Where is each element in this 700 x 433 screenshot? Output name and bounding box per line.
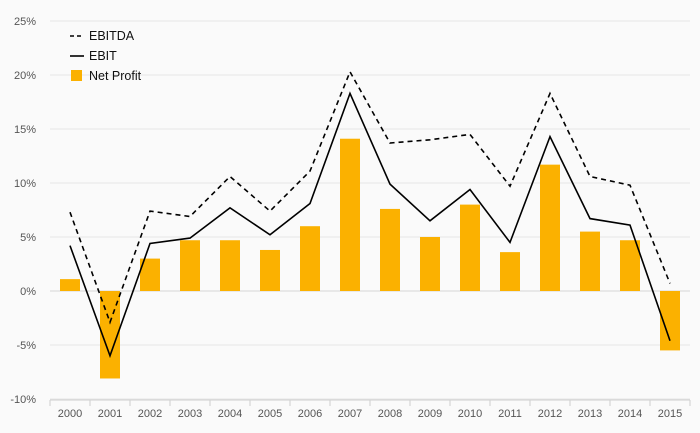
legend-item: EBIT (70, 49, 117, 63)
x-tick-label: 2007 (338, 408, 362, 420)
line-series (69, 69, 671, 359)
legend: EBITDA EBIT Net Profit (70, 29, 142, 83)
x-tick-label: 2011 (498, 408, 522, 420)
x-tick-label: 2015 (658, 408, 682, 420)
net-profit-bar (260, 249, 280, 291)
x-tick-label: 2005 (258, 408, 282, 420)
net-profit-bar (100, 291, 120, 379)
legend-item: EBITDA (70, 29, 135, 43)
y-tick-label: 0% (20, 286, 36, 298)
ebit-line (69, 91, 671, 359)
net-profit-bars (60, 138, 680, 379)
net-profit-bar (340, 138, 360, 291)
y-tick-label: -10% (10, 394, 36, 406)
net-profit-bar (60, 279, 80, 291)
net-profit-bar (460, 204, 480, 291)
x-tick-label: 2004 (218, 408, 242, 420)
net-profit-bar (140, 258, 160, 291)
x-tick-label: 2010 (458, 408, 482, 420)
net-profit-bar (620, 240, 640, 291)
net-profit-bar (580, 231, 600, 291)
net-profit-bar (380, 208, 400, 291)
legend-label: Net Profit (89, 69, 142, 83)
x-tick-label: 2002 (138, 408, 162, 420)
y-tick-label: 10% (14, 178, 36, 190)
y-tick-label: 5% (20, 232, 36, 244)
x-axis: 2000 2001 2002 2003 2004 2005 2006 2007 2008 2009… (49, 399, 691, 420)
net-profit-bar (180, 240, 200, 291)
net-profit-bar (220, 240, 240, 291)
legend-item: Net Profit (71, 69, 142, 83)
x-tick-label: 2006 (298, 408, 322, 420)
net-profit-bar (300, 226, 320, 291)
y-tick-label: 15% (14, 124, 36, 136)
ebitda-line (69, 69, 671, 325)
net-profit-bar (420, 237, 440, 291)
legend-label: EBITDA (89, 29, 135, 43)
x-tick-label: 2001 (98, 408, 122, 420)
net-profit-bar (660, 291, 680, 351)
legend-swatch (71, 70, 82, 81)
net-profit-bar (540, 164, 560, 291)
y-tick-label: 20% (14, 70, 36, 82)
x-tick-label: 2000 (58, 408, 82, 420)
y-axis: -10% -5% 0% 5% 10% 15% 20% 25% (10, 16, 36, 406)
x-tick-label: 2008 (378, 408, 402, 420)
x-tick-label: 2013 (578, 408, 602, 420)
x-tick-label: 2012 (538, 408, 562, 420)
gridlines (50, 20, 690, 400)
x-tick-label: 2009 (418, 408, 442, 420)
y-tick-label: 25% (14, 16, 36, 28)
x-tick-label: 2014 (618, 408, 642, 420)
x-tick-label: 2003 (178, 408, 202, 420)
y-tick-label: -5% (16, 340, 36, 352)
net-profit-bar (500, 252, 520, 291)
legend-label: EBIT (89, 49, 117, 63)
